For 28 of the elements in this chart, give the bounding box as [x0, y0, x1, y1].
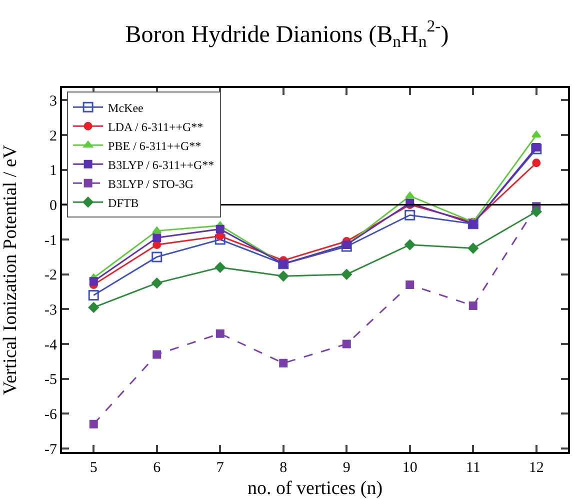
- x-tick-label: 8: [280, 460, 288, 476]
- legend-label: B3LYP / 6-311++G**: [108, 158, 214, 172]
- y-tick-label: 2: [50, 128, 57, 144]
- y-axis-title: Vertical Ionization Potential / eV: [0, 144, 21, 396]
- x-tick-label: 11: [466, 460, 480, 476]
- y-tick-label: -6: [44, 406, 58, 423]
- y-tick-label: 1: [50, 163, 57, 180]
- legend-label: DFTB: [108, 196, 139, 210]
- legend-label: McKee: [108, 100, 144, 115]
- x-tick-label: 12: [528, 460, 544, 476]
- legend-label: LDA / 6-311++G**: [108, 120, 204, 134]
- y-tick-label: -5: [44, 372, 57, 388]
- x-tick-label: 5: [90, 460, 98, 476]
- legend-label: PBE / 6-311++G**: [108, 138, 202, 153]
- x-axis-title: no. of vertices (n): [247, 478, 383, 499]
- y-tick-label: -2: [44, 268, 57, 284]
- y-tick-label: 3: [50, 93, 57, 110]
- y-tick-label: -4: [44, 337, 58, 354]
- legend-label: B3LYP / STO-3G: [108, 176, 194, 191]
- x-tick-label: 7: [216, 460, 224, 476]
- y-tick-label: -3: [44, 302, 57, 318]
- y-tick-label: -7: [44, 442, 58, 458]
- chart-title: Boron Hydride Dianions (B$_{n}$H$_{n}$$^{2-}$): [125, 16, 449, 51]
- x-tick-label: 9: [342, 460, 350, 476]
- x-tick-label: 6: [153, 460, 162, 476]
- y-tick-label: -1: [44, 232, 57, 249]
- y-tick-label: 0: [50, 198, 57, 214]
- x-tick-label: 10: [402, 460, 418, 476]
